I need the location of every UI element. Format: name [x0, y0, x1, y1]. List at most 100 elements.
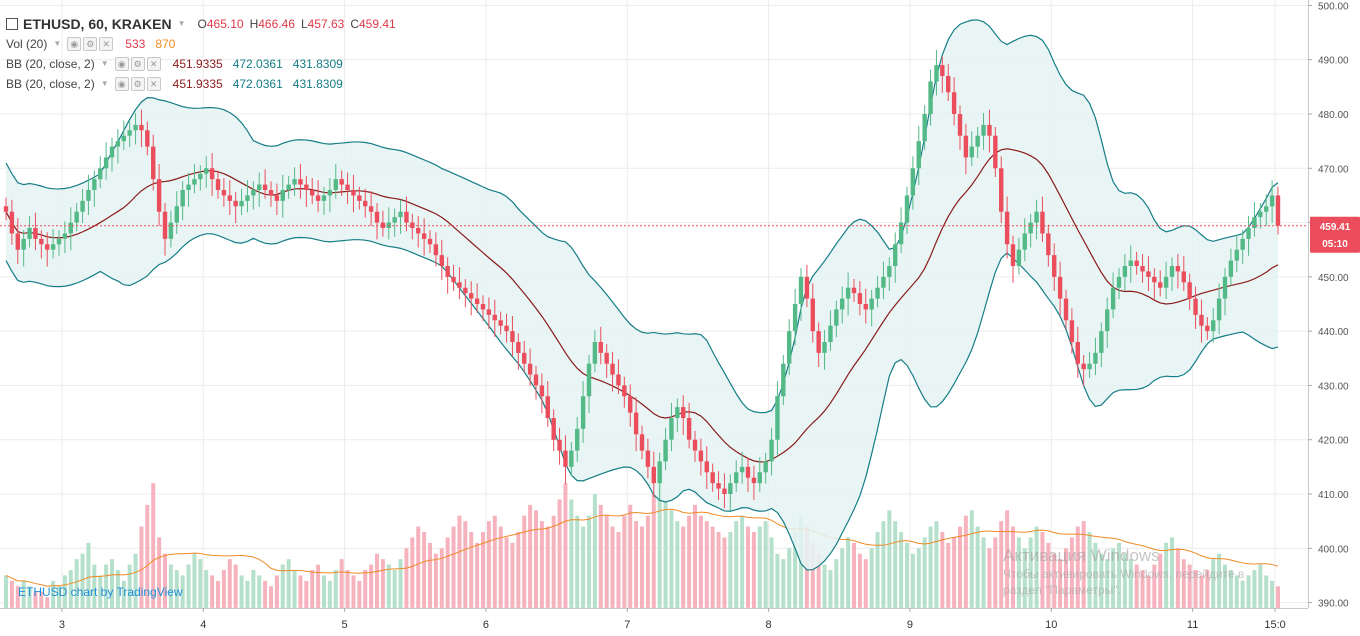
candle-body: [734, 472, 739, 484]
settings-icon[interactable]: ⚙: [130, 77, 145, 91]
candle-body: [657, 461, 662, 484]
candle-body: [62, 233, 68, 239]
visibility-icon[interactable]: ◉: [114, 77, 129, 91]
candle-body: [999, 168, 1004, 212]
candle-body: [781, 363, 786, 397]
candle-body: [851, 287, 857, 294]
y-tick-label: 480.00: [1318, 110, 1349, 121]
candle-body: [192, 179, 197, 185]
close-icon[interactable]: ✕: [146, 57, 161, 71]
volume-bar: [233, 564, 238, 608]
candle-body: [427, 238, 433, 245]
volume-bar: [9, 580, 14, 608]
close-icon[interactable]: ✕: [146, 77, 161, 91]
candle-body: [145, 130, 150, 147]
volume-bar: [192, 553, 197, 608]
candle-body: [363, 200, 368, 207]
ohlc-open-label: O: [197, 17, 207, 31]
volume-bar: [439, 548, 444, 608]
candle-body: [1222, 276, 1228, 299]
volume-bar: [269, 586, 273, 608]
candle-body: [651, 466, 656, 484]
candle-body: [586, 363, 592, 397]
volume-bar: [952, 537, 957, 608]
candle-body: [151, 146, 156, 180]
volume-bar: [869, 548, 874, 608]
candle-body: [1034, 211, 1039, 223]
chevron-down-icon[interactable]: ▼: [100, 59, 109, 68]
candle-body: [1205, 325, 1210, 332]
candle-body: [315, 195, 321, 201]
chevron-down-icon[interactable]: ▼: [177, 19, 186, 28]
chevron-down-icon[interactable]: ▼: [53, 39, 62, 48]
candle-body: [9, 211, 15, 234]
candle-body: [710, 472, 715, 484]
settings-icon[interactable]: ⚙: [83, 37, 98, 51]
volume-bar: [1117, 542, 1121, 608]
volume-bar: [1140, 570, 1145, 608]
indicator-name[interactable]: BB (20, close, 2): [6, 57, 95, 71]
candle-body: [686, 418, 692, 440]
candle-body: [969, 146, 974, 158]
visibility-icon[interactable]: ◉: [114, 57, 129, 71]
volume-bar: [975, 526, 980, 608]
volume-bar: [852, 542, 856, 608]
candle-body: [769, 439, 774, 462]
collapse-icon[interactable]: [6, 18, 18, 30]
indicator-name[interactable]: Vol (20): [6, 37, 48, 51]
candle-body: [804, 276, 810, 299]
candle-body: [887, 266, 892, 277]
symbol-title[interactable]: ETHUSD, 60, KRAKEN: [23, 16, 172, 32]
candle-body: [357, 195, 362, 201]
chevron-down-icon[interactable]: ▼: [100, 79, 109, 88]
candle-body: [1075, 342, 1080, 364]
volume-bar: [728, 532, 733, 608]
volume-bar: [380, 559, 385, 608]
volume-bar: [1199, 575, 1204, 608]
volume-bar: [1128, 559, 1133, 608]
candle-body: [533, 374, 539, 386]
chart-grid: [0, 0, 1308, 608]
candle-body: [516, 342, 521, 353]
indicator-value: 472.0361: [232, 77, 283, 91]
volume-bar: [539, 521, 544, 608]
x-tick-label: 5: [342, 619, 348, 631]
candle-body: [92, 179, 97, 190]
candle-body: [633, 412, 639, 435]
candle-body: [739, 466, 745, 473]
indicator-name[interactable]: BB (20, close, 2): [6, 77, 95, 91]
volume-bar: [981, 537, 986, 608]
candle-body: [333, 179, 338, 190]
volume-bar: [139, 526, 144, 608]
volume-bars: [4, 483, 1280, 608]
tradingview-attribution[interactable]: ETHUSD chart by TradingView: [18, 585, 183, 599]
settings-icon[interactable]: ⚙: [130, 57, 145, 71]
volume-bar: [557, 499, 562, 608]
volume-bar: [887, 510, 892, 608]
volume-bar: [1170, 537, 1174, 608]
candle-body: [722, 488, 727, 494]
candle-body: [816, 331, 821, 353]
candle-body: [68, 222, 73, 234]
close-icon[interactable]: ✕: [99, 37, 114, 51]
volume-bar: [1093, 542, 1098, 608]
indicator-row-bb-2: BB (20, close, 2) ▼ ◉ ⚙ ✕ 451.9335 472.036…: [6, 74, 396, 94]
visibility-icon[interactable]: ◉: [67, 37, 82, 51]
y-tick-label: 470.00: [1318, 164, 1349, 175]
candle-body: [787, 331, 792, 364]
candlesticks: [0, 49, 1308, 511]
volume-bar: [769, 537, 774, 608]
candle-body: [186, 184, 191, 190]
volume-bar: [746, 526, 750, 608]
volume-bar: [857, 553, 862, 608]
volume-bar: [645, 515, 650, 608]
candle-body: [598, 342, 603, 353]
volume-bar: [1064, 548, 1068, 608]
volume-bar: [1205, 570, 1210, 608]
candle-body: [775, 396, 780, 440]
volume-bar: [1081, 521, 1086, 608]
band-fill: [6, 19, 1278, 570]
volume-bar: [781, 559, 786, 608]
candle-body: [321, 195, 327, 201]
